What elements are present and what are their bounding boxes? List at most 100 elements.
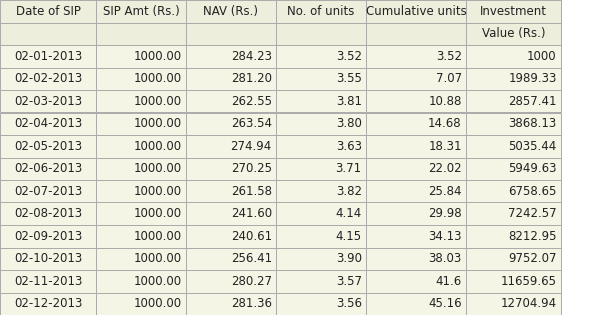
Text: 1000.00: 1000.00 [134,275,182,288]
Text: 10.88: 10.88 [428,95,462,108]
Bar [186,135,276,158]
Bar [186,90,276,112]
Text: 262.55: 262.55 [231,95,272,108]
Bar [276,45,366,67]
Text: 3.63: 3.63 [336,140,362,153]
Bar [466,180,561,203]
Bar [276,248,366,270]
Text: 1000.00: 1000.00 [134,72,182,85]
Text: 02-01-2013: 02-01-2013 [14,50,82,63]
Text: Investment: Investment [480,5,547,18]
Text: 1989.33: 1989.33 [509,72,557,85]
Text: 3.56: 3.56 [336,297,362,310]
Text: 6758.65: 6758.65 [509,185,557,198]
Bar [0,67,96,90]
Bar [466,158,561,180]
Bar [366,135,466,158]
Bar [466,0,561,22]
Text: 1000.00: 1000.00 [134,297,182,310]
Text: Date of SIP: Date of SIP [15,5,80,18]
Bar [0,293,96,315]
Bar [96,90,186,112]
Text: 12704.94: 12704.94 [501,297,557,310]
Text: 241.60: 241.60 [231,207,272,220]
Text: 34.13: 34.13 [428,230,462,243]
Text: 3.71: 3.71 [336,162,362,175]
Text: 22.02: 22.02 [428,162,462,175]
Text: 25.84: 25.84 [428,185,462,198]
Bar [366,225,466,248]
Bar [366,0,466,22]
Bar [366,293,466,315]
Text: 274.94: 274.94 [231,140,272,153]
Text: No. of units: No. of units [287,5,355,18]
Text: SIP Amt (Rs.): SIP Amt (Rs.) [103,5,179,18]
Bar [276,67,366,90]
Text: 02-06-2013: 02-06-2013 [14,162,82,175]
Bar [96,293,186,315]
Bar [466,135,561,158]
Bar [366,158,466,180]
Bar [466,45,561,67]
Bar [96,225,186,248]
Text: 256.41: 256.41 [231,252,272,265]
Bar [366,112,466,135]
Bar [96,270,186,293]
Bar [466,67,561,90]
Bar [466,112,561,135]
Bar [276,90,366,112]
Bar [186,270,276,293]
Text: 8212.95: 8212.95 [508,230,557,243]
Text: 4.14: 4.14 [336,207,362,220]
Text: 3868.13: 3868.13 [509,117,557,130]
Text: 2857.41: 2857.41 [508,95,557,108]
Text: 7.07: 7.07 [435,72,462,85]
Bar [96,158,186,180]
Text: 263.54: 263.54 [231,117,272,130]
Bar [366,248,466,270]
Text: 284.23: 284.23 [231,50,272,63]
Bar [366,90,466,112]
Text: 3.81: 3.81 [336,95,362,108]
Text: 281.36: 281.36 [231,297,272,310]
Text: 3.55: 3.55 [336,72,362,85]
Text: 1000: 1000 [527,50,557,63]
Bar [366,67,466,90]
Bar [0,22,96,45]
Bar [366,203,466,225]
Text: 1000.00: 1000.00 [134,207,182,220]
Text: 1000.00: 1000.00 [134,162,182,175]
Bar [186,112,276,135]
Bar [0,248,96,270]
Bar [0,180,96,203]
Text: Cumulative units: Cumulative units [366,5,466,18]
Text: 02-04-2013: 02-04-2013 [14,117,82,130]
Text: 02-09-2013: 02-09-2013 [14,230,82,243]
Bar [276,225,366,248]
Text: 45.16: 45.16 [428,297,462,310]
Bar [186,45,276,67]
Bar [276,203,366,225]
Text: NAV (Rs.): NAV (Rs.) [204,5,258,18]
Bar [466,293,561,315]
Bar [0,225,96,248]
Text: 1000.00: 1000.00 [134,117,182,130]
Bar [186,180,276,203]
Bar [466,203,561,225]
Text: 1000.00: 1000.00 [134,95,182,108]
Bar [186,158,276,180]
Bar [366,22,466,45]
Bar [466,270,561,293]
Text: 280.27: 280.27 [231,275,272,288]
Text: 1000.00: 1000.00 [134,230,182,243]
Text: 41.6: 41.6 [435,275,462,288]
Bar [276,270,366,293]
Text: 02-02-2013: 02-02-2013 [14,72,82,85]
Text: 1000.00: 1000.00 [134,140,182,153]
Bar [96,0,186,22]
Text: 02-05-2013: 02-05-2013 [14,140,82,153]
Bar [186,0,276,22]
Text: 5035.44: 5035.44 [509,140,557,153]
Text: 3.52: 3.52 [436,50,462,63]
Bar [96,203,186,225]
